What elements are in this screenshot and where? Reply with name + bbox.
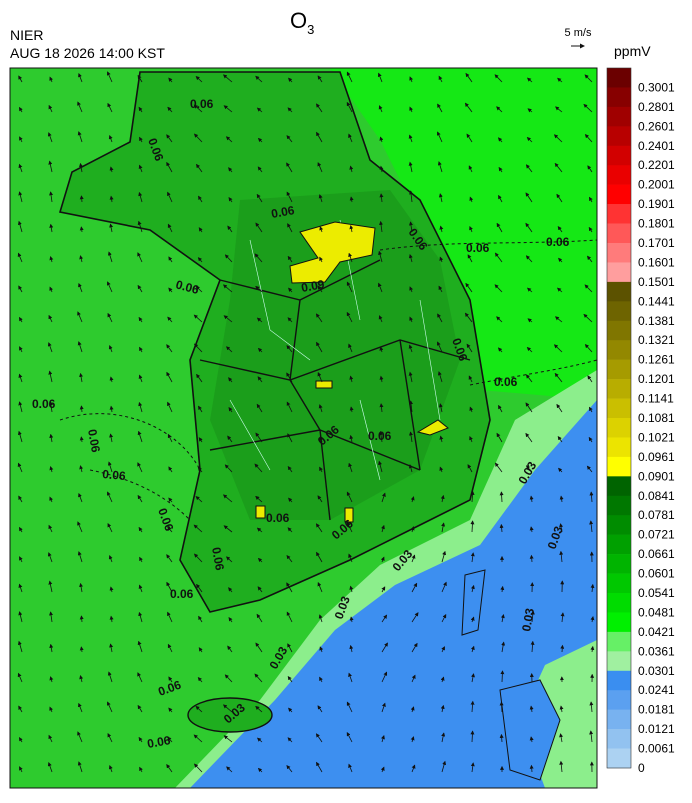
contour-label: 0.06 [266, 511, 290, 525]
colorbar-label: 0.2801 [638, 100, 675, 114]
colorbar-bin [607, 710, 631, 730]
contour-label: 0.06 [546, 235, 570, 249]
colorbar-unit: ppmV [614, 43, 651, 59]
colorbar-bin [607, 107, 631, 127]
colorbar-label: 0.0241 [638, 683, 675, 697]
colorbar-bin [607, 535, 631, 555]
colorbar-label: 0.1901 [638, 197, 675, 211]
wind-vector [562, 646, 563, 653]
title-base: O [290, 8, 307, 33]
colorbar-bin [607, 224, 631, 244]
colorbar-label: 0.2001 [638, 178, 675, 192]
colorbar-label: 0.2201 [638, 158, 675, 172]
colorbar-label: 0.0361 [638, 644, 675, 658]
contour-label: 0.06 [170, 587, 194, 601]
colorbar-label: 0.2401 [638, 139, 675, 153]
contour-label: 0.06 [368, 429, 392, 443]
colorbar-bin [607, 87, 631, 107]
colorbar-bin [607, 632, 631, 652]
colorbar-label: 0.0721 [638, 528, 675, 542]
colorbar-label: 0.1201 [638, 372, 675, 386]
colorbar-label: 0.1021 [638, 430, 675, 444]
colorbar-bin [607, 126, 631, 146]
colorbar-label: 0.2601 [638, 119, 675, 133]
colorbar-label: 0.0661 [638, 547, 675, 561]
agency: NIER [10, 27, 43, 43]
wind-reference-label: 5 m/s [565, 27, 592, 39]
colorbar-label: 0.1141 [638, 392, 674, 406]
colorbar-bin [607, 340, 631, 360]
title-subscript: 3 [307, 22, 314, 37]
colorbar: 0.3001 0.2801 0.2601 0.2401 0.2201 0.2001 0.19… [607, 68, 675, 775]
colorbar-label: 0.0421 [638, 625, 675, 639]
datetime: AUG 18 2026 14:00 KST [10, 45, 165, 61]
colorbar-label: 0.0061 [638, 742, 675, 756]
colorbar-bin [607, 496, 631, 516]
colorbar-bin [607, 262, 631, 282]
colorbar-label: 0.0901 [638, 469, 675, 483]
contour-label: 0.06 [32, 397, 56, 411]
colorbar-label: 0 [638, 761, 645, 775]
colorbar-label: 0.0601 [638, 567, 675, 581]
colorbar-label: 0.1441 [638, 294, 675, 308]
colorbar-bin [607, 437, 631, 457]
high-o3-area [256, 506, 265, 518]
colorbar-label: 0.0541 [638, 586, 675, 600]
high-o3-area [316, 381, 332, 388]
colorbar-label: 0.1601 [638, 255, 675, 269]
contour-label: 0.06 [494, 375, 518, 389]
title: O3 [290, 8, 314, 37]
colorbar-bin [607, 690, 631, 710]
colorbar-label: 0.0781 [638, 508, 675, 522]
colorbar-bin [607, 301, 631, 321]
colorbar-label: 0.0481 [638, 605, 675, 619]
colorbar-label: 0.0181 [638, 703, 675, 717]
colorbar-label: 0.0301 [638, 664, 675, 678]
colorbar-label: 0.1381 [638, 314, 675, 328]
colorbar-bin [607, 612, 631, 632]
colorbar-bin [607, 379, 631, 399]
colorbar-bin [607, 593, 631, 613]
colorbar-bin [607, 554, 631, 574]
colorbar-bin [607, 574, 631, 594]
colorbar-bin [607, 476, 631, 496]
colorbar-bin [607, 204, 631, 224]
colorbar-bin [607, 360, 631, 380]
colorbar-bin [607, 243, 631, 263]
colorbar-label: 0.1801 [638, 217, 675, 231]
colorbar-label: 0.3001 [638, 80, 675, 94]
colorbar-bin [607, 321, 631, 341]
colorbar-bin [607, 457, 631, 477]
contour-label: 0.06 [466, 241, 490, 255]
colorbar-bin [607, 282, 631, 302]
colorbar-bin [607, 418, 631, 438]
colorbar-label: 0.1701 [638, 236, 675, 250]
colorbar-label: 0.0841 [638, 489, 675, 503]
wind-vector [502, 671, 503, 682]
colorbar-label: 0.0121 [638, 722, 675, 736]
colorbar-label: 0.1261 [638, 353, 675, 367]
colorbar-bin [607, 671, 631, 691]
colorbar-bin [607, 651, 631, 671]
colorbar-bin [607, 515, 631, 535]
colorbar-bin [607, 185, 631, 205]
colorbar-bin [607, 399, 631, 419]
colorbar-bin [607, 146, 631, 166]
colorbar-label: 0.1081 [638, 411, 675, 425]
colorbar-bin [607, 729, 631, 749]
colorbar-bin [607, 68, 631, 88]
contour-label: 0.06 [102, 467, 127, 483]
colorbar-label: 0.0961 [638, 450, 675, 464]
colorbar-bin [607, 749, 631, 769]
contour-label: 0.06 [190, 97, 214, 111]
colorbar-bin [607, 165, 631, 185]
colorbar-label: 0.1501 [638, 275, 675, 289]
colorbar-label: 0.1321 [638, 333, 675, 347]
